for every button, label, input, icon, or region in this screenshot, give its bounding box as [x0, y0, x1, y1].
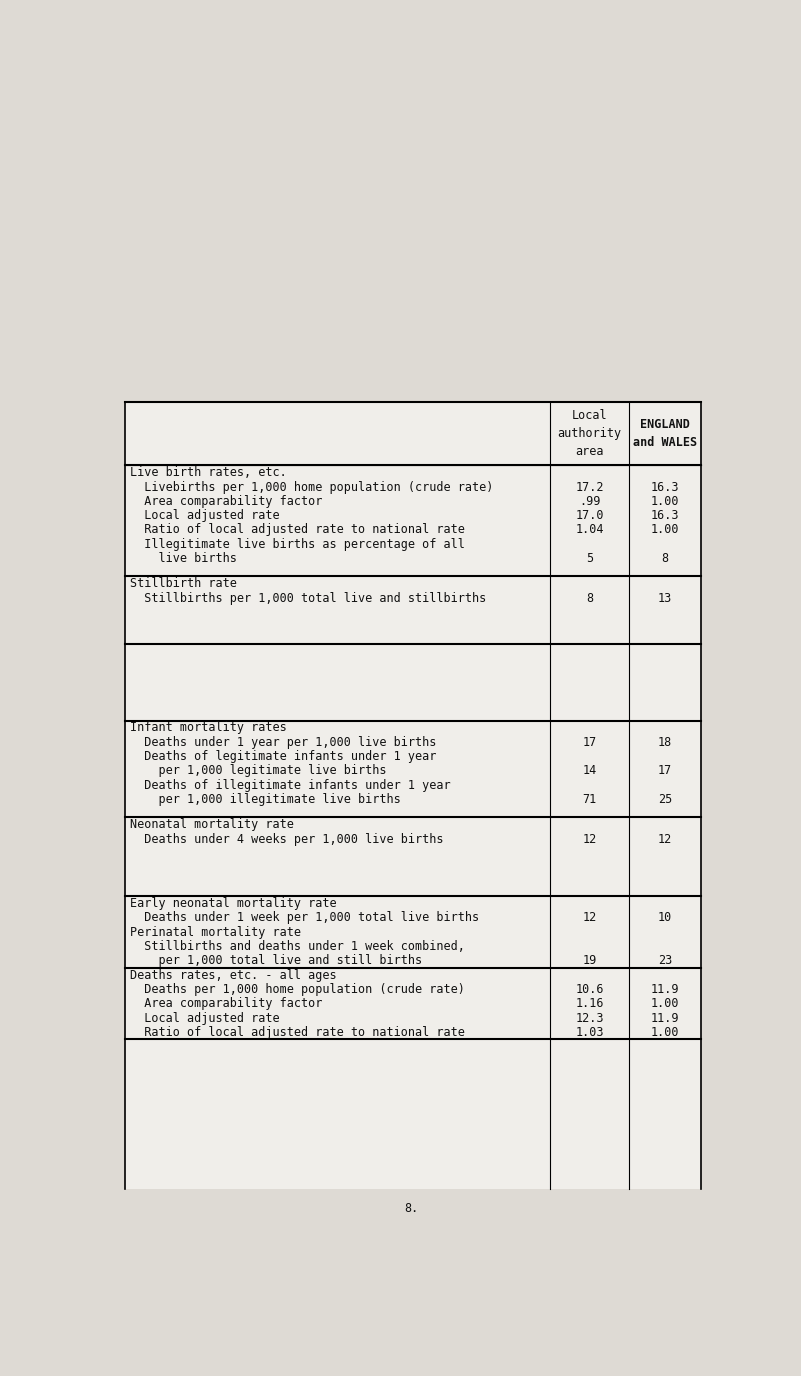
Text: Deaths of legitimate infants under 1 year: Deaths of legitimate infants under 1 yea… [130, 750, 436, 764]
Text: Illegitimate live births as percentage of all: Illegitimate live births as percentage o… [130, 538, 465, 550]
Text: 12: 12 [658, 832, 672, 846]
Text: Ratio of local adjusted rate to national rate: Ratio of local adjusted rate to national… [130, 1026, 465, 1039]
Text: Deaths rates, etc. - all ages: Deaths rates, etc. - all ages [130, 969, 336, 981]
Text: Stillbirths per 1,000 total live and stillbirths: Stillbirths per 1,000 total live and sti… [130, 592, 486, 604]
Text: 23: 23 [658, 954, 672, 967]
Text: 17.2: 17.2 [575, 480, 604, 494]
Text: 12.3: 12.3 [575, 1011, 604, 1025]
Text: 16.3: 16.3 [651, 480, 679, 494]
Text: 1.04: 1.04 [575, 523, 604, 537]
Text: Deaths of illegitimate infants under 1 year: Deaths of illegitimate infants under 1 y… [130, 779, 450, 791]
Text: Deaths under 1 year per 1,000 live births: Deaths under 1 year per 1,000 live birth… [130, 736, 436, 749]
Text: 1.16: 1.16 [575, 998, 604, 1010]
Text: 11.9: 11.9 [651, 982, 679, 996]
Text: per 1,000 total live and still births: per 1,000 total live and still births [130, 954, 421, 967]
Text: 17: 17 [658, 765, 672, 777]
Text: 1.00: 1.00 [651, 523, 679, 537]
Text: Ratio of local adjusted rate to national rate: Ratio of local adjusted rate to national… [130, 523, 465, 537]
Text: 8.: 8. [404, 1203, 418, 1215]
Text: 1.03: 1.03 [575, 1026, 604, 1039]
Text: Live birth rates, etc.: Live birth rates, etc. [130, 466, 286, 479]
Text: ENGLAND
and WALES: ENGLAND and WALES [633, 418, 697, 450]
Text: 71: 71 [582, 793, 597, 806]
Text: Area comparability factor: Area comparability factor [130, 495, 322, 508]
Text: 1.00: 1.00 [651, 998, 679, 1010]
Bar [125, 402, 701, 1189]
Text: Stillbirths and deaths under 1 week combined,: Stillbirths and deaths under 1 week comb… [130, 940, 465, 954]
Text: 17.0: 17.0 [575, 509, 604, 522]
Text: Local adjusted rate: Local adjusted rate [130, 1011, 280, 1025]
Text: 18: 18 [658, 736, 672, 749]
Text: Area comparability factor: Area comparability factor [130, 998, 322, 1010]
Text: 10.6: 10.6 [575, 982, 604, 996]
Text: 8: 8 [586, 592, 593, 604]
Text: 10: 10 [658, 911, 672, 925]
Text: Local adjusted rate: Local adjusted rate [130, 509, 280, 522]
Text: Deaths per 1,000 home population (crude rate): Deaths per 1,000 home population (crude … [130, 982, 465, 996]
Text: 1.00: 1.00 [651, 495, 679, 508]
Text: Deaths under 4 weeks per 1,000 live births: Deaths under 4 weeks per 1,000 live birt… [130, 832, 443, 846]
Text: per 1,000 illegitimate live births: per 1,000 illegitimate live births [130, 793, 400, 806]
Text: Early neonatal mortality rate: Early neonatal mortality rate [130, 897, 336, 910]
Text: 19: 19 [582, 954, 597, 967]
Text: 1.00: 1.00 [651, 1026, 679, 1039]
Text: per 1,000 legitimate live births: per 1,000 legitimate live births [130, 765, 386, 777]
Text: 16.3: 16.3 [651, 509, 679, 522]
Text: Infant mortality rates: Infant mortality rates [130, 721, 286, 735]
Text: 12: 12 [582, 832, 597, 846]
Text: 14: 14 [582, 765, 597, 777]
Text: 13: 13 [658, 592, 672, 604]
Text: Deaths under 1 week per 1,000 total live births: Deaths under 1 week per 1,000 total live… [130, 911, 479, 925]
Text: live births: live births [130, 552, 236, 566]
Text: Livebirths per 1,000 home population (crude rate): Livebirths per 1,000 home population (cr… [130, 480, 493, 494]
Text: 5: 5 [586, 552, 593, 566]
Text: Perinatal mortality rate: Perinatal mortality rate [130, 926, 300, 938]
Text: 11.9: 11.9 [651, 1011, 679, 1025]
Text: 17: 17 [582, 736, 597, 749]
Text: 8: 8 [662, 552, 669, 566]
Text: Neonatal mortality rate: Neonatal mortality rate [130, 819, 293, 831]
Text: .99: .99 [579, 495, 600, 508]
Text: Stillbirth rate: Stillbirth rate [130, 577, 236, 590]
Text: Local
authority
area: Local authority area [557, 409, 622, 458]
Text: 25: 25 [658, 793, 672, 806]
Text: 12: 12 [582, 911, 597, 925]
